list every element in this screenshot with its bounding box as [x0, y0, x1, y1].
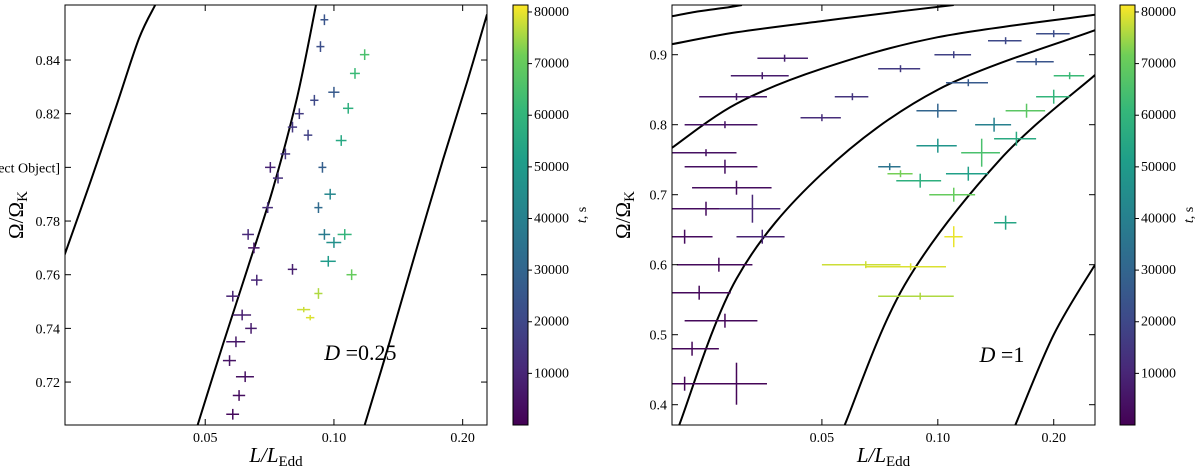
- axes-frame: [671, 4, 1096, 426]
- colorbar-tick-label: 50000: [534, 160, 569, 175]
- y-tick-label: 0.84: [36, 54, 61, 69]
- colorbar-tick-label: 60000: [534, 108, 569, 123]
- x-label-main: L/L: [856, 443, 886, 467]
- model-curve: [65, 5, 157, 257]
- x-label-sub: Edd: [279, 454, 304, 470]
- colorbar-tick-label: 80000: [1141, 5, 1176, 20]
- y-label-main: Ω/Ω: [611, 202, 635, 239]
- x-tick-label: 0.10: [322, 431, 347, 446]
- colorbar-tick-label: 10000: [1141, 366, 1176, 381]
- annotation-symbol: D: [979, 342, 996, 367]
- y-axis-label: Ω/ΩK: [4, 191, 31, 239]
- colorbar-label: t, s: [575, 207, 590, 223]
- y-tick-label: 0.8: [650, 119, 668, 134]
- y-tick-label: 0.9: [650, 49, 668, 64]
- colorbar-tick-label: 30000: [1141, 263, 1176, 278]
- colorbar-tick-label: 50000: [1141, 160, 1176, 175]
- y-tick-label: 0.5: [650, 329, 668, 344]
- x-tick-label: 0.05: [193, 431, 218, 446]
- colorbar-label: t, s: [1182, 207, 1197, 223]
- model-curve: [363, 14, 487, 425]
- colorbar: [512, 4, 529, 426]
- colorbar-label-symbol: t: [575, 218, 590, 223]
- colorbar-tick-label: 20000: [1141, 315, 1176, 330]
- y-label-sub: K: [622, 191, 638, 202]
- colorbar: [1119, 4, 1136, 426]
- colorbar-tick-label: 20000: [534, 315, 569, 330]
- annotation-text: =0.25: [340, 340, 396, 365]
- axes-frame: [64, 4, 488, 426]
- y-tick-label: 0.6: [650, 259, 668, 274]
- y-axis-label: Ω/ΩK: [611, 191, 638, 239]
- annotation-text: =1: [995, 342, 1024, 367]
- x-tick-label: 0.20: [450, 431, 475, 446]
- annotation-symbol: D: [323, 340, 340, 365]
- x-label-sub: Edd: [886, 454, 911, 470]
- y-tick-label: [object Object]: [0, 161, 60, 176]
- colorbar-tick-label: 40000: [534, 211, 569, 226]
- x-axis-label: L/LEdd: [856, 443, 911, 470]
- model-curve: [843, 74, 1095, 425]
- plot-area: [672, 5, 1095, 425]
- model-curve: [196, 5, 317, 425]
- colorbar-label-text: , s: [1182, 207, 1197, 219]
- model-curve: [672, 13, 1095, 149]
- y-tick-label: 0.72: [36, 376, 61, 391]
- colorbar-tick-label: 60000: [1141, 108, 1176, 123]
- model-curve: [672, 5, 954, 46]
- model-curve: [1014, 264, 1095, 425]
- x-axis-label: L/LEdd: [248, 443, 303, 470]
- model-curve: [672, 5, 743, 18]
- colorbar-tick-label: 30000: [534, 263, 569, 278]
- colorbar-tick-label: 10000: [534, 366, 569, 381]
- x-tick-label: 0.20: [1041, 431, 1066, 446]
- y-tick-label: 0.74: [36, 322, 61, 337]
- y-tick-label: 0.7: [650, 189, 668, 204]
- y-tick-label: 0.76: [36, 269, 61, 284]
- annotation: D =0.25: [323, 340, 396, 365]
- colorbar-label-text: , s: [575, 207, 590, 219]
- y-label-sub: K: [15, 191, 31, 202]
- y-tick-label: 0.78: [36, 215, 61, 230]
- colorbar-tick-label: 70000: [1141, 57, 1176, 72]
- plot-area: [65, 5, 487, 425]
- annotation: D =1: [979, 342, 1025, 367]
- y-tick-label: 0.4: [650, 399, 668, 414]
- x-tick-label: 0.10: [926, 431, 951, 446]
- colorbar-label-symbol: t: [1182, 218, 1197, 223]
- colorbar-tick-label: 70000: [534, 57, 569, 72]
- model-curve: [678, 29, 1095, 425]
- colorbar-tick-label: 80000: [534, 5, 569, 20]
- y-tick-label: 0.82: [36, 108, 61, 123]
- x-label-main: L/L: [248, 443, 278, 467]
- x-tick-label: 0.05: [810, 431, 835, 446]
- colorbar-tick-label: 40000: [1141, 211, 1176, 226]
- y-label-main: Ω/Ω: [4, 202, 28, 239]
